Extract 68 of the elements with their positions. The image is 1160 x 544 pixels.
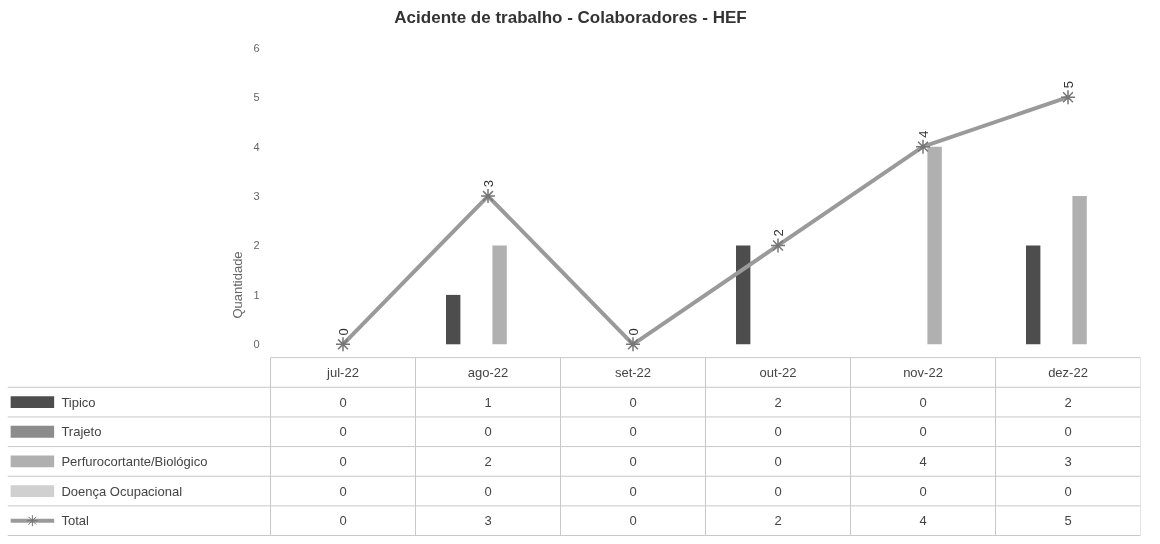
bar (446, 294, 461, 345)
bar (492, 245, 507, 345)
bar (1072, 196, 1087, 345)
data-label: 0 (1064, 483, 1072, 499)
x-tick-label: out-22 (759, 364, 797, 380)
data-label: 4 (919, 513, 927, 529)
data-label: 0 (774, 424, 782, 440)
x-tick-label: nov-22 (903, 364, 943, 380)
y-axis-title: Quantidade (230, 251, 246, 319)
x-tick-label: dez-22 (1048, 364, 1088, 380)
data-label: 5 (1064, 513, 1072, 529)
y-tick-label: 0 (253, 338, 260, 351)
y-tick-label: 5 (253, 91, 260, 104)
data-label: 0 (339, 424, 347, 440)
data-label: 0 (339, 513, 347, 529)
point (625, 336, 641, 353)
data-label: 0 (484, 424, 492, 440)
data-label: 0 (629, 483, 637, 499)
annotation: 0 (335, 328, 351, 336)
data-label: 0 (919, 394, 927, 410)
data-label: 0 (919, 483, 927, 499)
point (335, 336, 351, 353)
point (770, 237, 786, 254)
data-label: 2 (774, 513, 782, 529)
data-label: 2 (1064, 394, 1072, 410)
legend-label: Tipico (61, 394, 96, 410)
bar (1026, 245, 1041, 345)
x-tick-label: jul-22 (326, 364, 359, 380)
data-label: 2 (774, 394, 782, 410)
x-tick-label: ago-22 (467, 364, 509, 380)
data-label: 2 (484, 453, 492, 469)
y-tick-label: 6 (253, 41, 260, 54)
data-label: 0 (629, 513, 637, 529)
data-label: 0 (629, 394, 637, 410)
y-tick-label: 4 (253, 140, 260, 153)
data-label: 0 (774, 483, 782, 499)
annotation: 5 (1060, 81, 1076, 89)
data-label: 0 (1064, 424, 1072, 440)
data-label: 3 (484, 513, 492, 529)
legend-label: Total (61, 513, 89, 529)
annotation: 3 (480, 179, 496, 188)
data-label: 0 (484, 483, 492, 499)
data-label: 0 (339, 483, 347, 499)
data-label: 0 (629, 424, 637, 440)
point (480, 188, 496, 204)
data-label: 0 (339, 394, 347, 410)
point (915, 138, 931, 155)
data-label: 0 (774, 453, 782, 469)
annotation: 4 (915, 130, 931, 138)
bar (927, 146, 942, 345)
annotation: 0 (625, 328, 641, 336)
data-label: 0 (919, 424, 927, 440)
y-tick-label: 1 (253, 288, 260, 301)
data-label: 4 (919, 453, 927, 469)
chart-title: Acidente de trabalho - Colaboradores - HEF (394, 7, 747, 27)
bar (736, 245, 751, 345)
y-tick-label: 3 (253, 190, 260, 203)
y-tick-label: 2 (253, 239, 260, 252)
data-label: 1 (484, 394, 492, 410)
data-label: 3 (1064, 453, 1072, 469)
legend-label: Perfurocortante/Biológico (61, 453, 208, 469)
x-tick-label: set-22 (614, 364, 652, 380)
point (1060, 89, 1076, 105)
legend-label: Doença Ocupacional (61, 483, 183, 499)
legend-label: Trajeto (61, 424, 102, 440)
annotation: 2 (770, 229, 786, 237)
data-label: 0 (339, 453, 347, 469)
data-label: 0 (629, 453, 637, 469)
